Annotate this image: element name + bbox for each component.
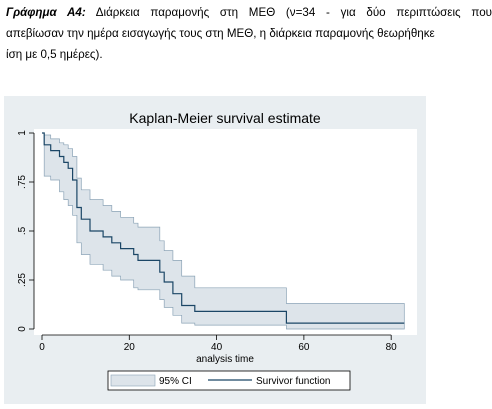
x-tick-label: 40 xyxy=(211,342,223,353)
x-axis-title: analysis time xyxy=(196,354,254,365)
x-tick-label: 0 xyxy=(39,342,45,353)
x-tick-label: 80 xyxy=(386,342,398,353)
y-tick-label: .25 xyxy=(17,273,28,287)
y-tick-label: .5 xyxy=(17,226,28,235)
axes: 0 20 40 60 80 0 .25 .5 .75 1 xyxy=(17,130,397,353)
chart-title: Kaplan-Meier survival estimate xyxy=(129,110,321,126)
caption-line-2: απεβίωσαν την ημέρα εισαγωγής τους στη Μ… xyxy=(6,27,435,40)
x-tick-label: 60 xyxy=(298,342,310,353)
y-tick-label: 0 xyxy=(17,326,28,332)
survival-line xyxy=(42,132,405,324)
legend-ci-label: 95% CI xyxy=(159,376,192,387)
legend-survivor-label: Survivor function xyxy=(256,376,330,387)
y-tick-label: .75 xyxy=(17,175,28,189)
survival-line-layer xyxy=(42,132,405,324)
km-figure: Kaplan-Meier survival estimate 0 20 40 60 80… xyxy=(4,96,426,404)
caption-label: Γράφημα Α4: xyxy=(6,6,86,19)
legend-ci-swatch xyxy=(110,374,156,387)
ci-band xyxy=(42,132,405,330)
caption-line-3: ίση με 0,5 ημέρες). xyxy=(6,48,103,61)
x-tick-label: 20 xyxy=(124,342,136,353)
km-chart: Kaplan-Meier survival estimate 0 20 40 60 80… xyxy=(4,96,426,404)
y-tick-label: 1 xyxy=(17,130,28,136)
ci-band-layer xyxy=(42,132,405,330)
caption-text-1: Διάρκεια παραμονής στη ΜΕΘ (ν=34 - για δ… xyxy=(95,6,492,19)
figure-caption: Γράφημα Α4: Διάρκεια παραμονής στη ΜΕΘ (… xyxy=(6,2,492,65)
legend: 95% CI Survivor function xyxy=(107,370,351,391)
caption-line-1: Γράφημα Α4: Διάρκεια παραμονής στη ΜΕΘ (… xyxy=(6,2,492,23)
